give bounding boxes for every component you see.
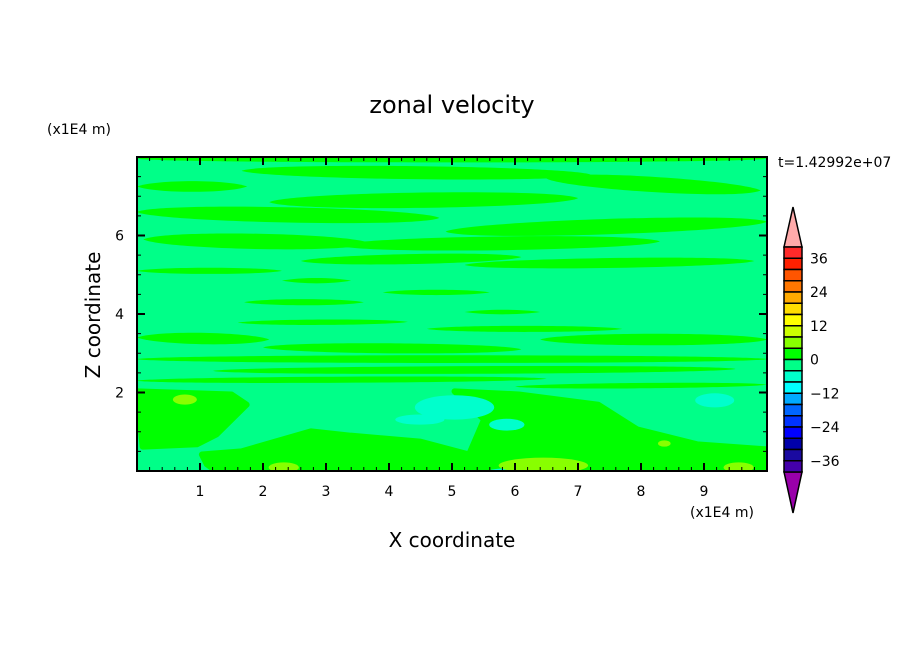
y-tick-label: 2 bbox=[115, 386, 124, 402]
x-tick-label: 1 bbox=[196, 484, 205, 500]
contour-field bbox=[137, 157, 767, 471]
contour-streak bbox=[137, 181, 248, 192]
x-axis-label: X coordinate bbox=[389, 528, 516, 552]
contour-region bbox=[137, 388, 250, 450]
contour-streak bbox=[137, 376, 547, 383]
contour-streak bbox=[540, 333, 767, 346]
contour-streak bbox=[137, 355, 767, 363]
colorbar-swatch bbox=[783, 358, 803, 372]
contour-region bbox=[451, 388, 767, 471]
x-tick-label: 9 bbox=[700, 484, 709, 500]
contour-streak bbox=[241, 165, 591, 180]
colorbar-swatch bbox=[783, 392, 803, 406]
contour-blob bbox=[723, 462, 754, 471]
colorbar-swatch bbox=[783, 268, 803, 282]
x-tick-label: 3 bbox=[322, 484, 331, 500]
x-tick-label: 4 bbox=[385, 484, 394, 500]
colorbar-swatch bbox=[783, 257, 803, 271]
contour-streak bbox=[237, 319, 408, 325]
colorbar-swatch bbox=[783, 280, 803, 293]
x-tick-label: 5 bbox=[448, 484, 457, 500]
colorbar: 36 24 12 0 −12 −24 −36 bbox=[783, 206, 840, 514]
x-tick-label: 6 bbox=[511, 484, 520, 500]
y-tick-label: 4 bbox=[115, 307, 124, 323]
contour-streak bbox=[263, 343, 522, 354]
x-tick-labels: 1 2 3 4 5 6 7 8 9 bbox=[196, 484, 709, 500]
colorbar-over-triangle bbox=[783, 206, 803, 248]
contour-streak bbox=[464, 309, 541, 315]
colorbar-swatch bbox=[783, 426, 803, 439]
contour-streak bbox=[137, 267, 282, 274]
colorbar-label: 24 bbox=[810, 285, 828, 301]
contour-blob bbox=[489, 418, 525, 431]
colorbar-swatch bbox=[783, 291, 803, 304]
x-tick-label: 2 bbox=[259, 484, 268, 500]
contour-streak bbox=[212, 365, 736, 374]
colorbar-swatch bbox=[783, 347, 803, 361]
contour-blob bbox=[414, 395, 495, 420]
contour-streak bbox=[546, 174, 761, 195]
plot-frame bbox=[136, 156, 768, 472]
contour-streak bbox=[300, 253, 522, 265]
colorbar-swatch bbox=[783, 415, 803, 428]
x-tick-label: 7 bbox=[574, 484, 583, 500]
colorbar-under-triangle bbox=[783, 471, 803, 514]
x-tick-label: 8 bbox=[637, 484, 646, 500]
contour-streak bbox=[137, 206, 440, 224]
colorbar-swatch bbox=[783, 448, 803, 462]
contour-streak bbox=[143, 233, 371, 250]
contour-streak bbox=[426, 325, 623, 332]
x-unit-label: (x1E4 m) bbox=[690, 505, 754, 521]
colorbar-swatch bbox=[783, 302, 803, 316]
colorbar-label: −24 bbox=[810, 420, 840, 436]
contour-blob bbox=[395, 414, 445, 425]
colorbar-swatch bbox=[783, 325, 803, 338]
contour-streak bbox=[515, 382, 767, 389]
colorbar-swatch bbox=[783, 336, 803, 349]
colorbar-swatch bbox=[783, 437, 803, 451]
contour-streak bbox=[464, 257, 755, 269]
colorbar-label: 0 bbox=[810, 353, 819, 369]
chart-title: zonal velocity bbox=[369, 91, 534, 119]
colorbar-label: 12 bbox=[810, 319, 828, 335]
y-tick-labels: 2 4 6 bbox=[115, 229, 124, 402]
contour-streak bbox=[382, 289, 490, 296]
contour-streak bbox=[281, 277, 352, 284]
colorbar-swatch bbox=[783, 246, 803, 259]
colorbar-label: −36 bbox=[810, 454, 840, 470]
colorbar-swatch bbox=[783, 381, 803, 394]
colorbar-swatch bbox=[783, 460, 803, 473]
colorbar-label: 36 bbox=[810, 251, 828, 267]
contour-blob bbox=[695, 393, 735, 408]
contour-blob bbox=[268, 462, 299, 471]
contour-streak bbox=[244, 299, 364, 306]
contour-streak bbox=[445, 217, 767, 236]
time-label: t=1.42992e+07 bbox=[778, 155, 891, 171]
colorbar-swatch bbox=[783, 403, 803, 417]
contour-streak bbox=[269, 192, 578, 209]
colorbar-swatch bbox=[783, 313, 803, 327]
contour-region bbox=[198, 428, 488, 471]
contour-streak bbox=[137, 332, 270, 345]
contour-streak bbox=[338, 236, 660, 251]
y-axis-label: Z coordinate bbox=[81, 252, 105, 379]
colorbar-swatch bbox=[783, 370, 803, 383]
colorbar-label: −12 bbox=[810, 386, 840, 402]
contour-blob bbox=[172, 394, 197, 405]
y-unit-label: (x1E4 m) bbox=[47, 122, 111, 138]
contour-blob bbox=[658, 440, 671, 447]
y-tick-label: 6 bbox=[115, 229, 124, 245]
